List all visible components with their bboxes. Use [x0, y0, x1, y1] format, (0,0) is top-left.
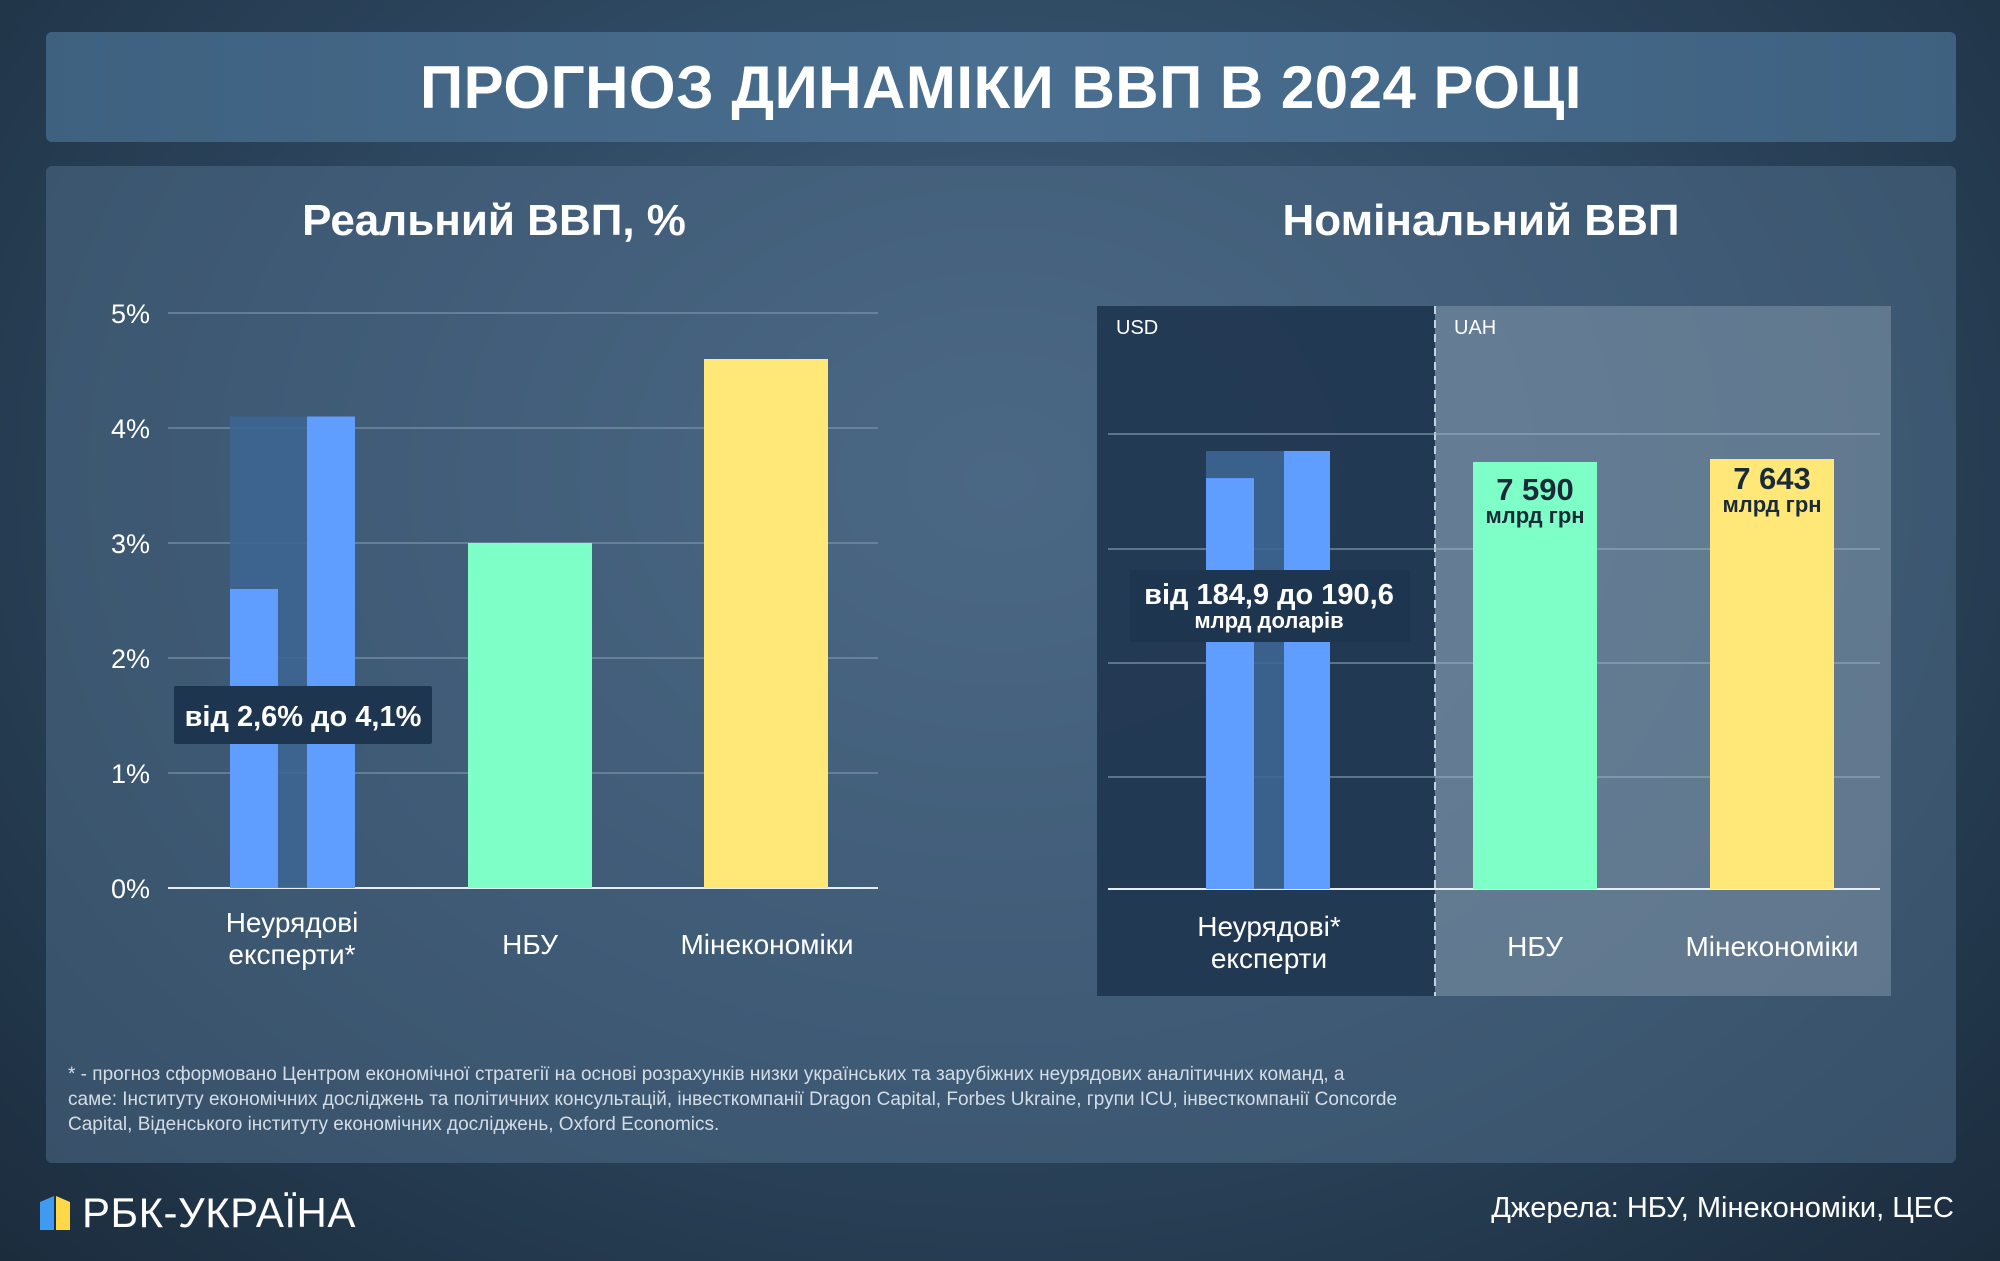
data-label-mineconomy-unit: млрд грн: [1722, 492, 1821, 517]
chart-title-nominal-gdp: Номінальний ВВП: [1282, 196, 1680, 245]
footnote: * - прогноз сформовано Центром економічн…: [68, 1064, 1398, 1135]
bar-nbu: [468, 543, 592, 888]
panel-label-uah: UAH: [1454, 317, 1496, 339]
y-tick-label: 3%: [111, 529, 150, 559]
bar-nbu: [1473, 461, 1597, 889]
x-category-label: Неурядові*: [1197, 911, 1341, 942]
panel-label-usd: USD: [1116, 317, 1158, 339]
bar-experts-max: [1284, 451, 1330, 889]
chart-title-real-gdp: Реальний ВВП, %: [302, 196, 686, 245]
annotation-range-unit: млрд доларів: [1194, 608, 1343, 633]
bar-mineconomy: [1710, 459, 1834, 889]
y-tick-label: 4%: [111, 414, 150, 444]
bar-experts-min: [1206, 478, 1254, 889]
annotation-box: [1130, 570, 1410, 642]
x-category-label: НБУ: [502, 929, 558, 960]
annotation-range-label: від 184,9 до 190,6: [1144, 579, 1394, 611]
y-tick-label: 2%: [111, 644, 150, 674]
annotation-box: [174, 686, 432, 744]
rbc-ukraine-logo-icon: [40, 1196, 70, 1230]
x-category-label: експерти: [1211, 943, 1327, 974]
y-tick-label: 1%: [111, 759, 150, 789]
page-title: ПРОГНОЗ ДИНАМІКИ ВВП В 2024 РОЦІ: [420, 53, 1582, 121]
title-bar: ПРОГНОЗ ДИНАМІКИ ВВП В 2024 РОЦІ: [46, 32, 1956, 142]
logo: РБК-УКРАЇНА: [40, 1185, 356, 1241]
main-panel: [46, 166, 1956, 1163]
sources: Джерела: НБУ, Мінекономіки, ЦЕС: [1491, 1192, 1954, 1224]
x-category-label: НБУ: [1507, 931, 1563, 962]
data-label-nbu: 7 590: [1496, 472, 1574, 507]
y-tick-label: 5%: [111, 299, 150, 329]
logo-text: РБК-УКРАЇНА: [82, 1189, 356, 1236]
x-category-label: Мінекономіки: [680, 929, 853, 960]
x-category-label: Неурядові: [226, 907, 359, 938]
x-category-label: експерти*: [228, 939, 355, 970]
data-label-nbu-unit: млрд грн: [1485, 503, 1584, 528]
bar-experts-max: [307, 416, 355, 888]
y-tick-label: 0%: [111, 874, 150, 904]
data-label-mineconomy: 7 643: [1733, 461, 1811, 496]
annotation-range-label: від 2,6% до 4,1%: [185, 701, 422, 733]
bar-mineconomy: [704, 359, 828, 888]
x-category-label: Мінекономіки: [1685, 931, 1858, 962]
